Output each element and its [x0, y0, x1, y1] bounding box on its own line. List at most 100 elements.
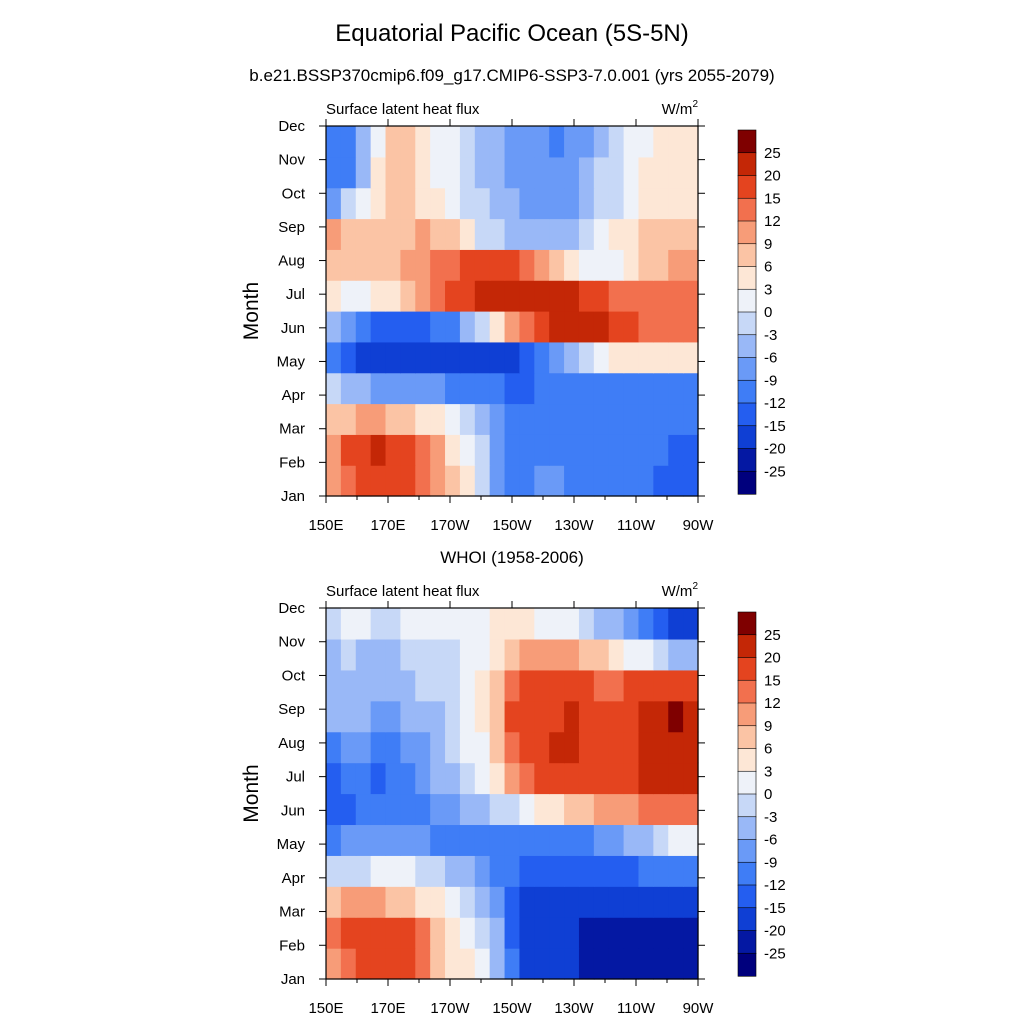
heatmap-cell	[385, 126, 401, 158]
heatmap-cell	[326, 280, 342, 312]
heatmap-cell	[549, 341, 565, 374]
heatmap-cell	[683, 218, 699, 250]
heatmap-cell	[415, 731, 431, 764]
x-tick-label: 90W	[683, 1000, 715, 1017]
heatmap-cell	[638, 218, 654, 250]
heatmap-cell	[489, 372, 506, 405]
heatmap-cell	[683, 731, 699, 764]
heatmap-cell	[668, 700, 684, 733]
heatmap-cell	[459, 465, 476, 497]
heatmap-cell	[430, 403, 446, 435]
heatmap-cell	[400, 731, 416, 764]
heatmap-cell	[683, 762, 699, 795]
heatmap-cell	[504, 403, 521, 435]
heatmap-cell	[340, 187, 357, 220]
y-tick-label: Oct	[282, 185, 306, 202]
heatmap-cell	[415, 372, 431, 405]
heatmap-cell	[623, 341, 640, 374]
heatmap-cell	[400, 372, 416, 405]
heatmap-cell	[578, 465, 595, 497]
heatmap-cell	[370, 855, 387, 887]
colorbar-box	[737, 243, 757, 268]
heatmap-cell	[519, 280, 535, 312]
heatmap-cell	[445, 824, 461, 856]
heatmap-cell	[683, 187, 699, 220]
heatmap-cell	[519, 218, 535, 250]
heatmap-cell	[459, 403, 476, 435]
colorbar-box	[737, 288, 757, 313]
heatmap-cell	[534, 341, 550, 374]
colorbar-box	[737, 129, 757, 154]
heatmap-cell	[385, 403, 401, 435]
heatmap-cell	[355, 465, 372, 497]
heatmap-cell	[340, 793, 357, 826]
heatmap-cell	[400, 638, 416, 671]
heatmap-cell	[400, 793, 416, 826]
heatmap-cell	[564, 886, 580, 918]
heatmap-cell	[668, 669, 684, 702]
heatmap-cell	[340, 341, 357, 374]
heatmap-cell	[593, 886, 610, 918]
heatmap-cell	[385, 341, 401, 374]
heatmap-cell	[593, 341, 610, 374]
heatmap-cell	[385, 948, 401, 980]
heatmap-cell	[385, 249, 401, 281]
heatmap-cell	[474, 311, 491, 343]
heatmap-cell	[430, 917, 446, 949]
heatmap-cell	[370, 948, 387, 980]
heatmap-cell	[415, 608, 431, 640]
heatmap-cell	[385, 311, 401, 343]
heatmap-cell	[415, 855, 431, 887]
heatmap-cell	[340, 311, 357, 343]
heatmap-cell	[638, 638, 654, 671]
heatmap-cell	[504, 700, 521, 733]
heatmap-cell	[326, 403, 342, 435]
heatmap-cell	[474, 886, 491, 918]
colorbar-label: 3	[764, 763, 772, 780]
heatmap-cell	[534, 156, 550, 189]
heatmap-cell	[355, 638, 372, 671]
heatmap-cell	[445, 793, 461, 826]
heatmap-cell	[534, 608, 550, 640]
colorbar-box	[737, 448, 757, 472]
heatmap-cell	[534, 700, 550, 733]
heatmap-cell	[519, 855, 535, 887]
heatmap-cell	[519, 311, 535, 343]
heatmap-cell	[593, 280, 610, 312]
heatmap-cell	[415, 126, 431, 158]
heatmap-cell	[326, 187, 342, 220]
heatmap-cell	[683, 403, 699, 435]
heatmap-cell	[459, 156, 476, 189]
heatmap-cell	[623, 280, 640, 312]
heatmap-cell	[459, 669, 476, 702]
heatmap-cell	[370, 341, 387, 374]
heatmap-cell	[400, 917, 416, 949]
heatmap-cell	[668, 341, 684, 374]
heatmap-cell	[638, 311, 654, 343]
heatmap-cell	[593, 403, 610, 435]
heatmap-cell	[608, 824, 625, 856]
colorbar-label: -12	[764, 877, 786, 894]
heatmap-cell	[608, 434, 625, 466]
heatmap-cell	[593, 465, 610, 497]
heatmap-cell	[653, 280, 669, 312]
heatmap-cell	[623, 793, 640, 826]
heatmap-cell	[593, 218, 610, 250]
heatmap-cell	[668, 280, 684, 312]
heatmap-cell	[385, 608, 401, 640]
heatmap-cell	[623, 700, 640, 733]
colorbar-box	[737, 725, 757, 750]
heatmap-cell	[534, 126, 550, 158]
heatmap-cell	[578, 700, 595, 733]
heatmap-cell	[415, 917, 431, 949]
colorbar-box	[737, 470, 757, 495]
heatmap-cell	[474, 280, 491, 312]
heatmap-cell	[355, 249, 372, 281]
heatmap-cell	[638, 948, 654, 980]
heatmap-cell	[489, 948, 506, 980]
heatmap-cell	[519, 126, 535, 158]
y-tick-label: Jun	[281, 320, 305, 337]
heatmap-cell	[608, 917, 625, 949]
heatmap-cell	[593, 855, 610, 887]
